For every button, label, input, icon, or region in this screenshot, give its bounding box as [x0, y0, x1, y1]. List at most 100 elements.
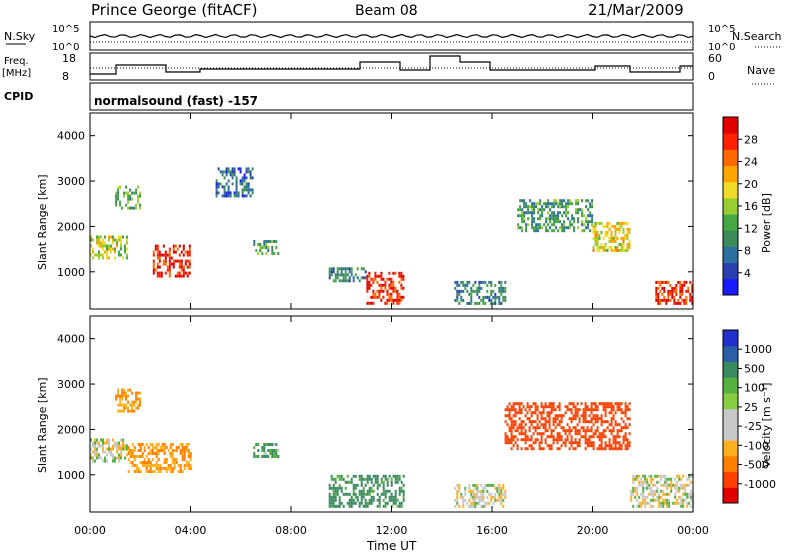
- heatmap-cell: [598, 221, 601, 225]
- heatmap-cell: [98, 441, 100, 445]
- heatmap-cell: [614, 444, 617, 448]
- heatmap-cell: [527, 217, 530, 221]
- heatmap-cell: [263, 449, 266, 452]
- heatmap-cell: [604, 242, 607, 246]
- heatmap-cell: [145, 455, 148, 458]
- heatmap-cell: [570, 417, 573, 421]
- heatmap-cell: [654, 474, 657, 478]
- heatmap-cell: [400, 489, 403, 493]
- heatmap-cell: [458, 283, 461, 287]
- heatmap-cell: [478, 489, 481, 493]
- heatmap-cell: [604, 411, 607, 415]
- heatmap-cell: [528, 417, 531, 421]
- heatmap-cell: [123, 403, 126, 407]
- heatmap-cell: [691, 286, 694, 290]
- heatmap-cell: [532, 426, 535, 430]
- heatmap-cell: [586, 441, 589, 445]
- heatmap-cell: [346, 501, 349, 505]
- heatmap-cell: [612, 248, 615, 252]
- heatmap-cell: [622, 236, 625, 240]
- heatmap-cell: [516, 447, 519, 451]
- heatmap-cell: [632, 492, 635, 496]
- heatmap-cell: [161, 449, 164, 452]
- heatmap-cell: [638, 474, 641, 478]
- heatmap-cell: [614, 423, 617, 427]
- heatmap-cell: [189, 458, 192, 461]
- heatmap-cell: [648, 474, 651, 478]
- heatmap-cell: [368, 474, 371, 478]
- heatmap-cell: [690, 504, 693, 508]
- heatmap-cell: [494, 498, 497, 502]
- heatmap-cell: [612, 426, 615, 430]
- heatmap-cell: [131, 455, 134, 458]
- power-bar-label: Power [dB]: [760, 193, 773, 253]
- heatmap-cell: [382, 504, 385, 508]
- heatmap-cell: [660, 474, 663, 478]
- heatmap-cell: [152, 253, 155, 257]
- heatmap-cell: [185, 449, 188, 452]
- heatmap-cell: [478, 501, 481, 505]
- heatmap-cell: [114, 250, 116, 254]
- heatmap-cell: [171, 449, 174, 452]
- heatmap-cell: [470, 286, 473, 290]
- heatmap-cell: [531, 208, 534, 212]
- heatmap-cell: [544, 405, 547, 409]
- heatmap-cell: [510, 420, 513, 424]
- heatmap-cell: [547, 199, 550, 203]
- nsky-strip-frame: [89, 21, 694, 51]
- heatmap-cell: [382, 489, 385, 493]
- heatmap-cell: [338, 504, 341, 508]
- heatmap-cell: [537, 211, 540, 215]
- heatmap-cell: [386, 477, 389, 481]
- heatmap-cell: [530, 447, 533, 451]
- heatmap-cell: [534, 411, 537, 415]
- heatmap-cell: [338, 279, 341, 283]
- heatmap-cell: [168, 259, 171, 263]
- heatmap-cell: [156, 256, 159, 260]
- nsearch-tick-bottom: 10^0: [708, 42, 735, 53]
- heatmap-cell: [596, 242, 599, 246]
- heatmap-cell: [626, 417, 629, 421]
- time-x-axis: 00:00 04:00 08:00 12:00 16:00 20:00 00:00: [74, 113, 709, 537]
- heatmap-cell: [92, 441, 94, 445]
- heatmap-cell: [585, 217, 588, 221]
- heatmap-cell: [261, 449, 264, 452]
- heatmap-cell: [569, 226, 572, 230]
- heatmap-cell: [521, 214, 524, 218]
- heatmap-cell: [514, 429, 517, 433]
- heatmap-cell: [614, 420, 617, 424]
- heatmap-cell: [121, 206, 124, 210]
- heatmap-cell: [668, 498, 671, 502]
- heatmap-cell: [545, 205, 548, 209]
- heatmap-cell: [392, 501, 395, 505]
- heatmap-cell: [532, 411, 535, 415]
- heatmap-cell: [490, 292, 493, 296]
- heatmap-cell: [642, 486, 645, 490]
- heatmap-cell: [644, 474, 647, 478]
- heatmap-cell: [564, 429, 567, 433]
- heatmap-cell: [117, 391, 120, 395]
- heatmap-cell: [516, 411, 519, 415]
- heatmap-cell: [163, 449, 166, 452]
- heatmap-cell: [98, 444, 100, 448]
- heatmap-cell: [118, 250, 120, 254]
- heatmap-cell: [478, 498, 481, 502]
- heatmap-cell: [160, 274, 163, 278]
- heatmap-cell: [382, 480, 385, 484]
- heatmap-cell: [519, 226, 522, 230]
- heatmap-cell: [673, 298, 676, 302]
- heatmap-cell: [366, 477, 369, 481]
- heatmap-cell: [500, 489, 503, 493]
- heatmap-cell: [596, 408, 599, 412]
- heatmap-cell: [562, 441, 565, 445]
- heatmap-cell: [638, 504, 641, 508]
- heatmap-cell: [135, 467, 138, 470]
- heatmap-cell: [618, 402, 621, 406]
- heatmap-cell: [400, 298, 403, 302]
- heatmap-cell: [358, 501, 361, 505]
- heatmap-cell: [454, 298, 457, 302]
- heatmap-cell: [116, 441, 118, 445]
- heatmap-cell: [614, 245, 617, 249]
- heatmap-cell: [458, 301, 461, 305]
- y-tick-label: 2000: [57, 423, 85, 436]
